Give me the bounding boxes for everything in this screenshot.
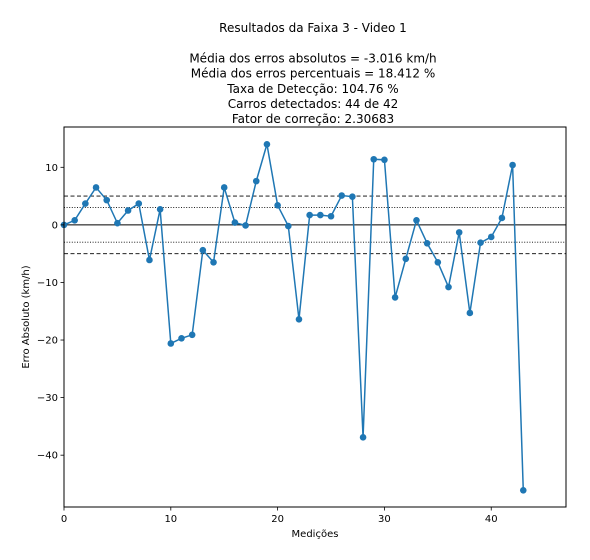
- data-point: [327, 212, 335, 220]
- data-point: [156, 206, 164, 213]
- data-point: [252, 177, 260, 185]
- data-point: [423, 240, 431, 247]
- data-point: [92, 184, 100, 191]
- data-point: [103, 196, 111, 204]
- chart-title: Resultados da Faixa 3 - Video 1 Média dos…: [189, 21, 436, 126]
- data-point: [487, 233, 495, 241]
- y-tick-label: −30: [37, 393, 58, 404]
- data-point: [263, 140, 271, 148]
- data-point: [284, 222, 292, 230]
- series-group: [60, 140, 527, 494]
- plot-frame: [63, 126, 567, 508]
- data-point: [295, 316, 303, 323]
- data-point: [455, 229, 463, 236]
- data-point: [146, 256, 153, 264]
- data-point: [445, 283, 452, 291]
- data-point: [338, 192, 346, 199]
- y-tick-label: −10: [37, 278, 58, 289]
- series-line: [63, 144, 525, 491]
- data-point: [509, 161, 516, 169]
- data-point: [274, 202, 281, 209]
- title-line-4: Taxa de Detecção: 104.76 %: [226, 82, 398, 96]
- data-point: [381, 156, 388, 164]
- x-tick-label: 20: [271, 514, 284, 525]
- data-point: [402, 255, 410, 263]
- y-axis: 10 0 −10 −20 −30 −40: [37, 163, 64, 462]
- data-point: [231, 219, 239, 226]
- data-point: [498, 214, 506, 222]
- title-line-3: Média dos erros percentuais = 18.412 %: [191, 67, 435, 81]
- data-point: [188, 331, 196, 339]
- data-point: [82, 200, 89, 207]
- data-point: [359, 434, 367, 441]
- title-line-5: Carros detectados: 44 de 42: [228, 97, 399, 111]
- x-tick-label: 10: [164, 514, 177, 525]
- data-point: [178, 335, 185, 342]
- data-point: [434, 259, 442, 266]
- title-line-2: Média dos erros absolutos = -3.016 km/h: [189, 51, 436, 65]
- data-point: [114, 219, 121, 227]
- data-point: [306, 211, 313, 219]
- y-tick-label: −40: [37, 451, 58, 462]
- data-point: [124, 207, 132, 214]
- y-axis-label: Erro Absoluto (km/h): [21, 265, 32, 368]
- data-point: [349, 193, 356, 200]
- data-point: [317, 211, 324, 219]
- x-tick-label: 30: [378, 514, 391, 525]
- data-point: [199, 246, 207, 254]
- y-tick-label: 0: [52, 220, 58, 231]
- title-line-6: Fator de correção: 2.30683: [232, 112, 394, 126]
- y-tick-label: 10: [45, 163, 58, 174]
- data-point: [466, 309, 474, 317]
- x-axis-label: Medições: [292, 529, 339, 540]
- data-point: [370, 155, 378, 163]
- data-point: [220, 184, 228, 191]
- y-tick-label: −20: [37, 336, 58, 347]
- x-tick-label: 40: [485, 514, 498, 525]
- data-point: [167, 340, 175, 347]
- data-point: [210, 259, 217, 266]
- x-tick-label: 0: [61, 514, 67, 525]
- data-point: [477, 239, 484, 247]
- data-point: [413, 216, 420, 224]
- data-point: [71, 216, 78, 224]
- data-point: [242, 222, 249, 229]
- data-point: [135, 200, 143, 207]
- data-point: [519, 487, 527, 494]
- title-line-0: Resultados da Faixa 3 - Video 1: [219, 21, 407, 35]
- x-axis: 0 10 20 30 40: [61, 507, 498, 525]
- data-point: [391, 294, 399, 301]
- reference-lines: [64, 195, 566, 255]
